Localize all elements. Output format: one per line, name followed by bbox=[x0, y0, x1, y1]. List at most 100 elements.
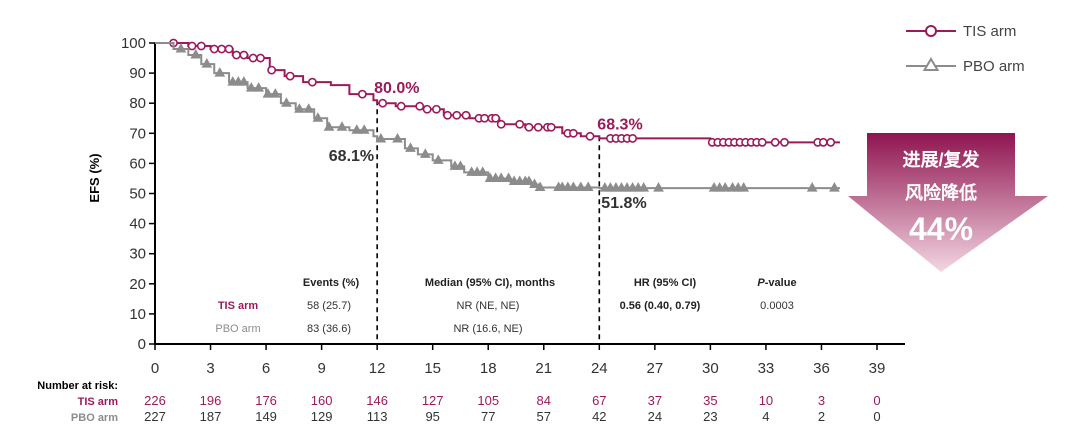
risk-value-tis: 146 bbox=[366, 393, 388, 408]
censor-marker-tis bbox=[209, 44, 219, 54]
censor-marker-tis bbox=[818, 137, 828, 147]
y-tick-label-60: 60 bbox=[129, 155, 146, 172]
censor-marker-pbo bbox=[529, 178, 540, 188]
stats-events-pbo: 83 (36.6) bbox=[307, 323, 351, 335]
censor-marker-tis bbox=[496, 119, 506, 129]
censor-marker-pbo bbox=[190, 49, 202, 59]
risk-table-header: Number at risk: bbox=[37, 380, 118, 392]
y-axis-label: EFS (%) bbox=[87, 153, 102, 202]
censor-marker-tis bbox=[452, 110, 462, 120]
risk-value-tis: 10 bbox=[759, 393, 773, 408]
censor-marker-tis bbox=[628, 134, 638, 143]
legend: TIS arm PBO arm bbox=[906, 23, 1025, 75]
censor-marker-pbo bbox=[534, 181, 546, 191]
risk-value-tis: 196 bbox=[200, 393, 222, 408]
y-tick-label-20: 20 bbox=[129, 276, 146, 293]
censor-marker-pbo bbox=[477, 166, 489, 176]
risk-value-pbo: 2 bbox=[818, 409, 825, 424]
x-tick-label-39: 39 bbox=[869, 360, 886, 377]
censor-marker-tis bbox=[515, 119, 525, 129]
censor-marker-tis bbox=[770, 137, 780, 147]
risk-value-pbo: 4 bbox=[762, 409, 769, 424]
censor-marker-tis bbox=[524, 122, 534, 132]
x-tick-label-21: 21 bbox=[535, 360, 552, 377]
y-tick-label-30: 30 bbox=[129, 246, 146, 263]
stats-median-tis: NR (NE, NE) bbox=[457, 300, 520, 312]
censor-marker-pbo bbox=[294, 103, 305, 113]
stats-header-events: Events (%) bbox=[303, 277, 360, 289]
risk-value-tis: 67 bbox=[592, 393, 606, 408]
stats-header-median: Median (95% CI), months bbox=[425, 277, 555, 289]
risk-value-tis: 84 bbox=[537, 393, 551, 408]
series-tis bbox=[155, 38, 840, 147]
censor-marker-pbo bbox=[351, 124, 363, 134]
censor-marker-pbo bbox=[312, 112, 324, 122]
annotation-pbo-12: 68.1% bbox=[329, 148, 374, 165]
y-tick-label-100: 100 bbox=[121, 35, 146, 52]
stats-row-label-tis: TIS arm bbox=[218, 300, 259, 312]
callout-value: 44% bbox=[909, 211, 973, 247]
x-tick-label-30: 30 bbox=[702, 360, 719, 377]
x-tick-label-24: 24 bbox=[591, 360, 608, 377]
x-tick-label-9: 9 bbox=[317, 360, 325, 377]
y-tick-label-40: 40 bbox=[129, 216, 146, 233]
risk-row-label-pbo: PBO arm bbox=[71, 412, 118, 424]
stats-header-hr: HR (95% CI) bbox=[634, 277, 697, 289]
risk-value-tis: 176 bbox=[255, 393, 277, 408]
censor-marker-pbo bbox=[392, 132, 403, 143]
censor-marker-pbo bbox=[575, 181, 587, 191]
y-tick-label-80: 80 bbox=[129, 95, 146, 112]
censor-marker-tis bbox=[546, 122, 556, 132]
risk-value-tis: 105 bbox=[477, 393, 499, 408]
stats-hr-tis: 0.56 (0.40, 0.79) bbox=[620, 300, 701, 312]
callout-line1: 进展/复发 bbox=[902, 149, 980, 170]
censor-marker-pbo bbox=[262, 88, 274, 98]
censor-marker-tis bbox=[307, 77, 317, 87]
risk-row-label-tis: TIS arm bbox=[78, 396, 119, 408]
risk-value-pbo: 23 bbox=[703, 409, 717, 424]
censor-marker-tis bbox=[239, 50, 249, 60]
censor-marker-pbo bbox=[568, 181, 579, 191]
risk-value-pbo: 57 bbox=[537, 409, 551, 424]
stats-row-label-pbo: PBO arm bbox=[215, 323, 260, 335]
risk-value-pbo: 129 bbox=[311, 409, 333, 424]
risk-value-pbo: 95 bbox=[425, 409, 439, 424]
annotation-tis-24: 68.3% bbox=[597, 116, 642, 133]
censor-marker-pbo bbox=[638, 182, 650, 192]
censor-marker-pbo bbox=[455, 160, 466, 170]
stats-table: Events (%) Median (95% CI), months HR (9… bbox=[215, 277, 796, 335]
censor-marker-pbo bbox=[806, 182, 818, 192]
risk-reduction-callout: 进展/复发 风险降低 44% bbox=[848, 133, 1048, 272]
censor-marker-pbo bbox=[495, 172, 507, 182]
risk-value-pbo: 0 bbox=[873, 409, 880, 424]
censor-marker-tis bbox=[267, 65, 277, 75]
censor-marker-tis bbox=[248, 53, 258, 63]
risk-value-tis: 226 bbox=[144, 393, 166, 408]
censor-marker-tis bbox=[224, 44, 234, 54]
risk-value-tis: 37 bbox=[648, 393, 662, 408]
censor-marker-tis bbox=[568, 128, 578, 138]
risk-value-pbo: 77 bbox=[481, 409, 495, 424]
censor-marker-pbo bbox=[269, 88, 281, 98]
censor-marker-pbo bbox=[738, 182, 750, 192]
y-tick-label-90: 90 bbox=[129, 65, 146, 82]
risk-value-pbo: 113 bbox=[367, 409, 388, 424]
risk-value-pbo: 24 bbox=[648, 409, 662, 424]
risk-value-tis: 160 bbox=[311, 393, 333, 408]
censor-marker-pbo bbox=[253, 82, 265, 92]
legend-tis-marker bbox=[925, 25, 937, 37]
stats-p-tis: 0.0003 bbox=[760, 300, 794, 312]
risk-value-pbo: 42 bbox=[592, 409, 606, 424]
x-tick-label-12: 12 bbox=[369, 360, 386, 377]
risk-value-tis: 127 bbox=[422, 393, 444, 408]
censor-marker-pbo bbox=[336, 121, 348, 131]
censor-marker-tis bbox=[187, 41, 197, 51]
censor-marker-pbo bbox=[281, 97, 292, 107]
censor-marker-tis bbox=[480, 113, 489, 123]
censor-marker-pbo bbox=[419, 148, 431, 158]
censor-marker-tis bbox=[396, 101, 406, 111]
censor-marker-tis bbox=[461, 110, 471, 120]
risk-table: Number at risk: TIS arm PBO arm 226 196 17… bbox=[37, 380, 880, 424]
stats-events-tis: 58 (25.7) bbox=[307, 300, 351, 312]
